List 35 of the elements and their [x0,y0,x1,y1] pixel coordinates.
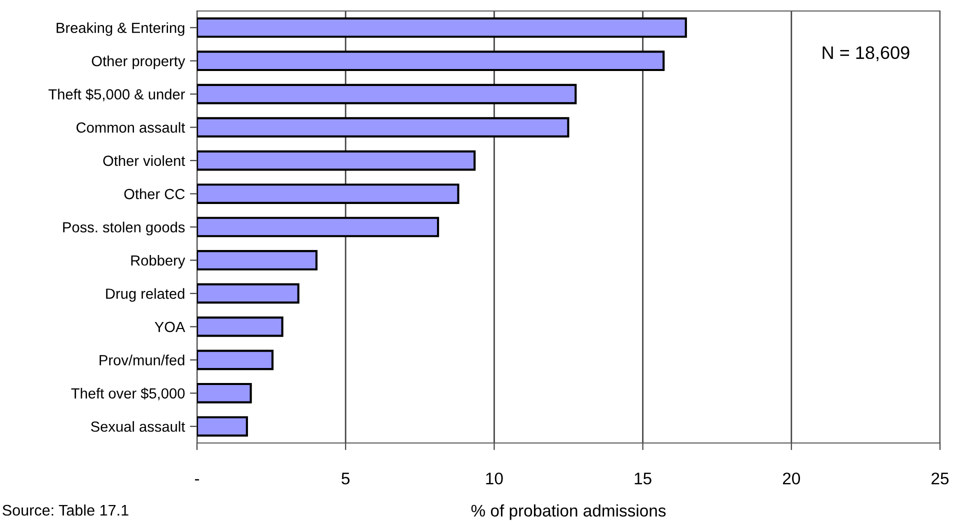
bar [197,382,252,404]
y-tick-label: Poss. stolen goods [63,222,185,236]
y-tick-label: Common assault [76,122,186,133]
x-tick-label: 10 [486,472,503,484]
bar [197,416,248,437]
bar [197,250,318,270]
y-tick-label: Theft over $5,000 [71,388,185,400]
x-axis-title: % of probation admissions [471,504,666,520]
y-tick-label: Robbery [131,254,186,269]
y-tick-label: Drug related [106,288,184,302]
bar [197,117,570,138]
y-tick-label: YOA [154,322,186,332]
x-tick-label: 25 [932,472,949,484]
y-tick-label: Prov/mun/fed [100,354,184,366]
x-tick-label: 20 [782,472,800,484]
y-tick-label: Theft $5,000 & under [48,88,185,102]
y-tick-label: Other violent [103,155,186,166]
y-tick-label: Other property [92,56,186,70]
source-note: Source: Table 17.1 [2,504,128,516]
bar [197,150,476,171]
bar [197,316,284,337]
y-tick-label: Sexual assault [91,421,186,432]
y-tick-label: Breaking & Entering [56,22,184,36]
bar [197,17,687,38]
annotation: N = 18,609 [822,46,910,62]
bar [197,84,577,104]
x-tick-label: 15 [634,472,652,484]
bar [197,216,440,238]
bar [197,350,274,370]
bar [197,184,460,204]
bar [197,50,665,72]
bar [197,283,300,304]
y-tick-label: Other CC [124,188,185,200]
x-tick-label: - [194,479,200,480]
x-tick-label: 5 [342,472,350,484]
